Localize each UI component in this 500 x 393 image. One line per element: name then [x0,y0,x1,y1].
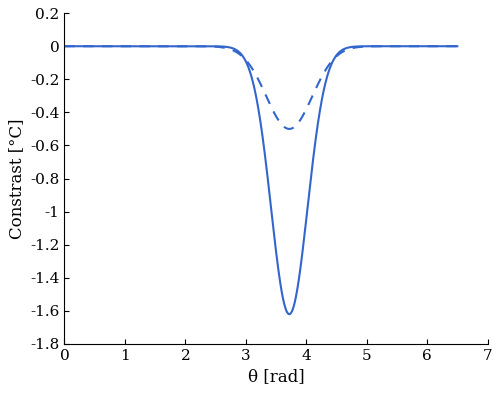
Y-axis label: Constrast [°C]: Constrast [°C] [8,118,24,239]
X-axis label: θ [rad]: θ [rad] [248,368,304,386]
